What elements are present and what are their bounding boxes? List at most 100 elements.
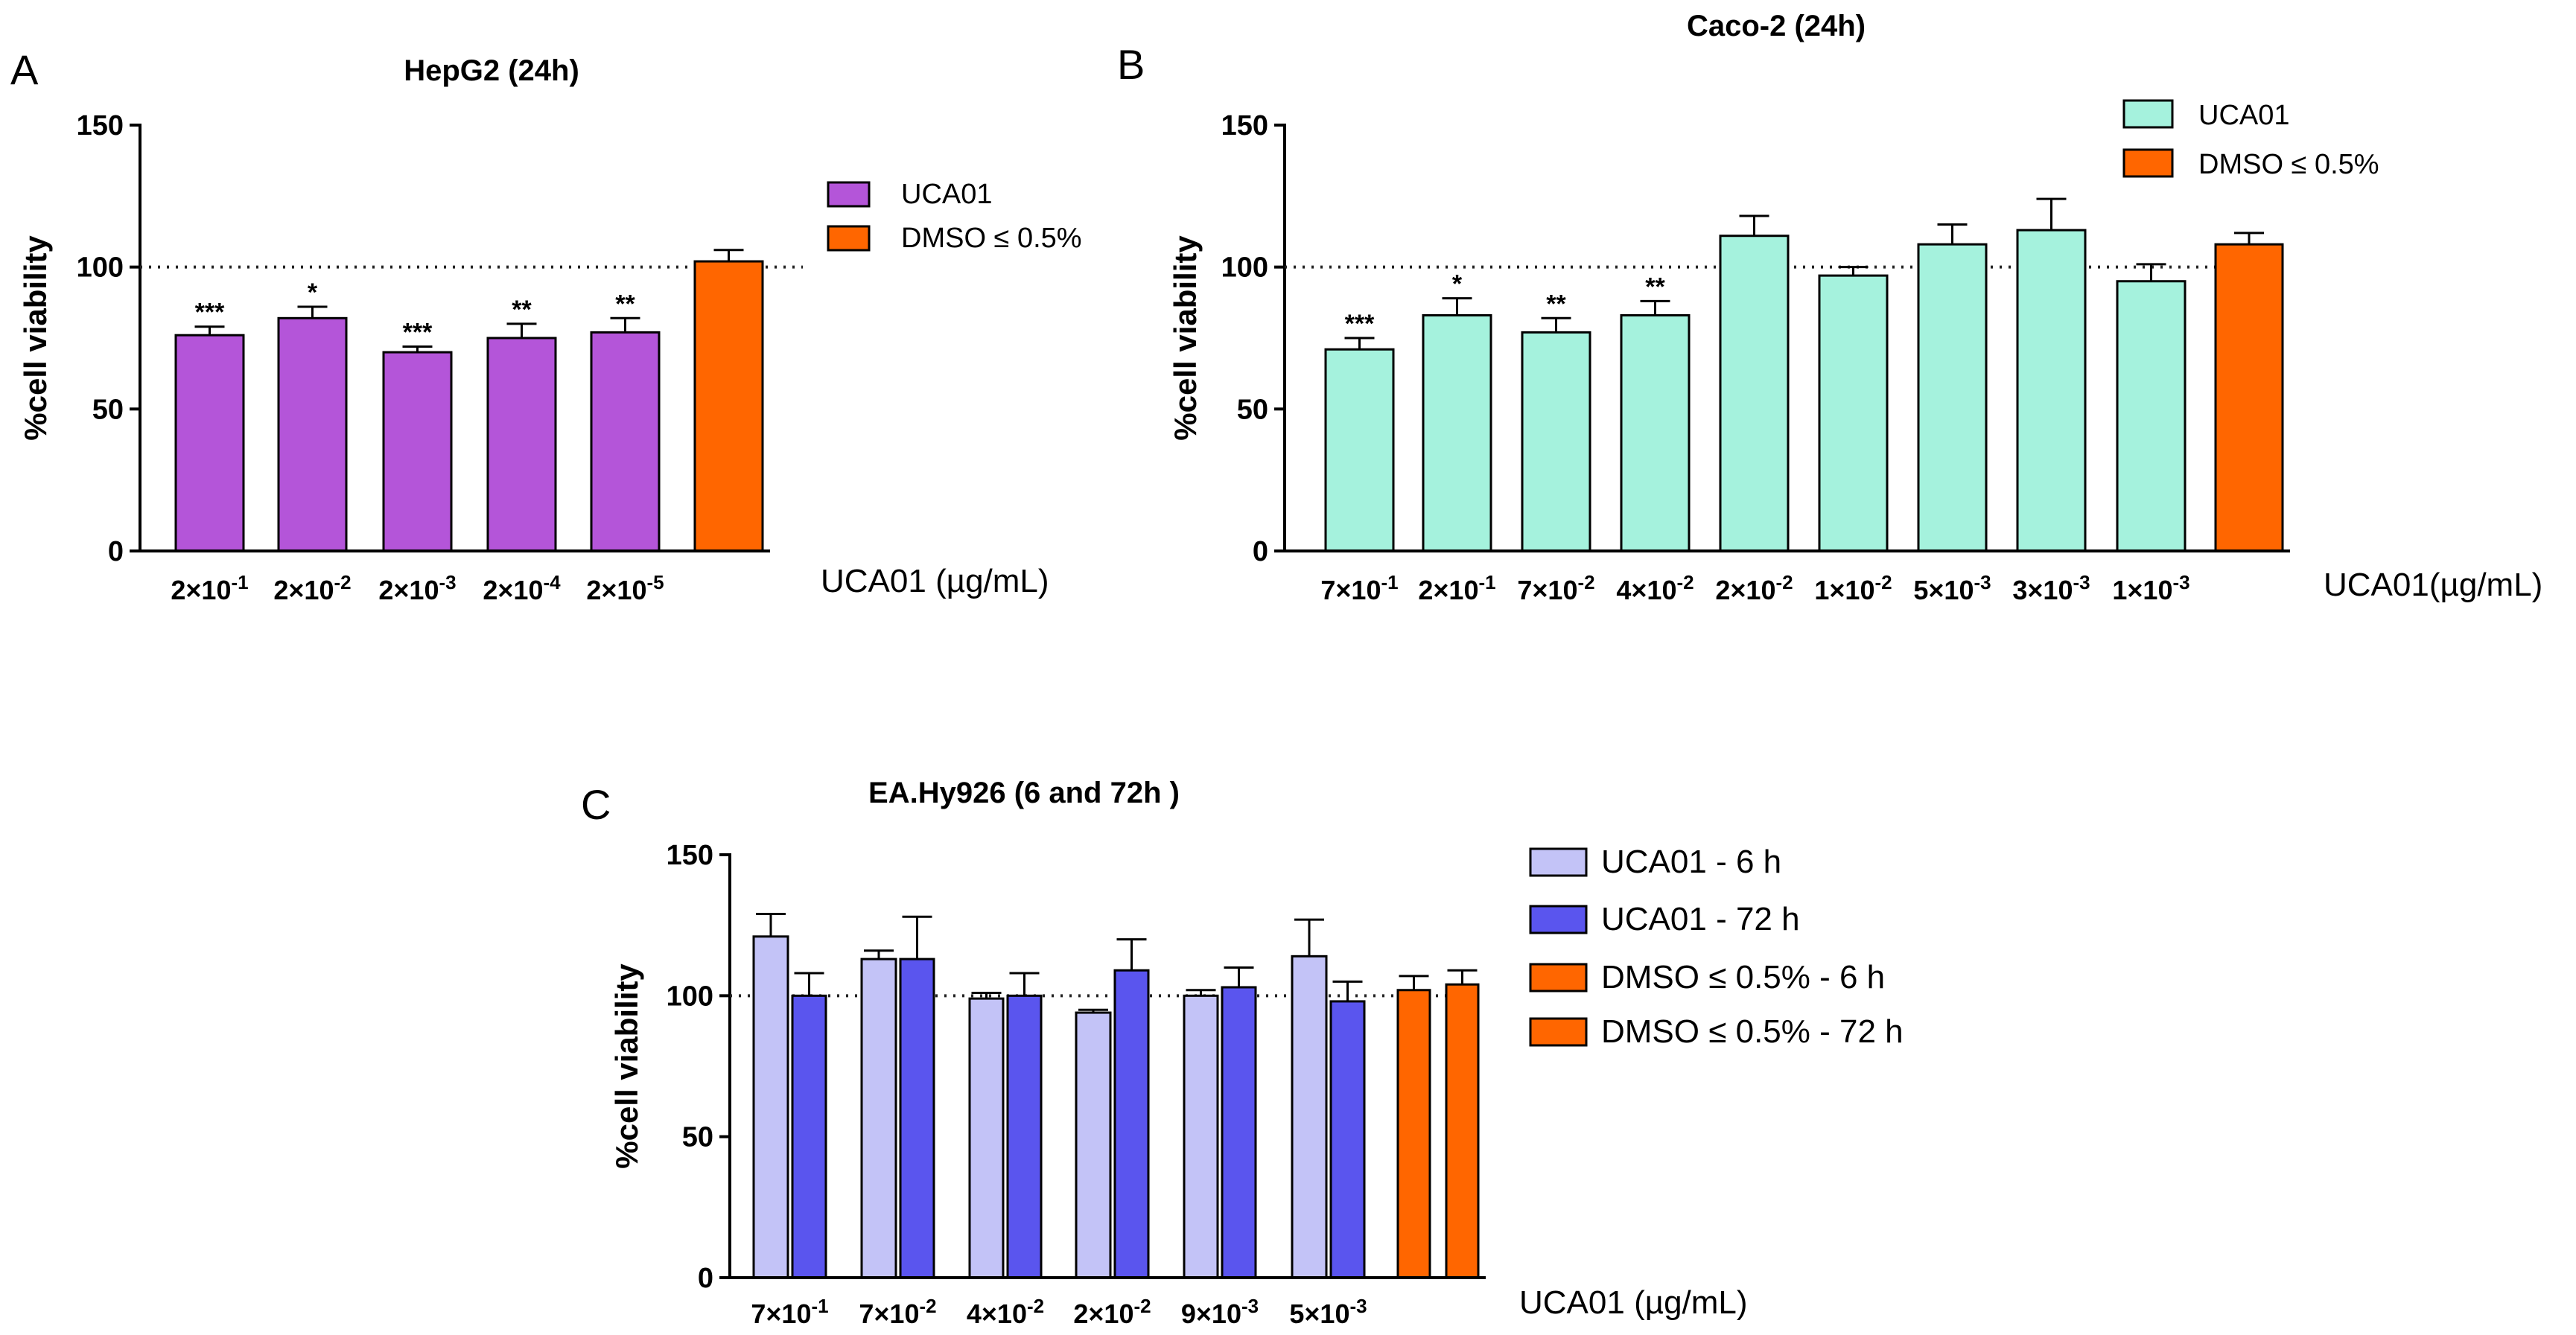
chart-a-y-tick-label: 50	[92, 394, 124, 425]
chart-b-significance-label: *	[1452, 270, 1463, 299]
x-tick-base: 2×10	[1073, 1299, 1133, 1329]
chart-b-bar	[1324, 348, 1395, 552]
chart-a-x-axis-label: UCA01 (µg/mL)	[821, 563, 1049, 599]
chart-c-title: EA.Hy926 (6 and 72h )	[868, 777, 1180, 809]
x-tick-exponent: -5	[646, 571, 664, 593]
chart-c-bar	[968, 997, 1005, 1279]
chart-b-bar	[1620, 313, 1691, 552]
chart-hepg2: HepG2 (24h) %cell viability UCA01 (µg/mL) 0…	[18, 54, 1082, 605]
chart-a-x-tick-label: 2×10-4	[483, 571, 561, 605]
chart-a-bar	[693, 260, 764, 552]
chart-c-legend-label: UCA01 - 6 h	[1601, 844, 1781, 880]
chart-c-bar	[752, 935, 789, 1279]
chart-b-title: Caco-2 (24h)	[1687, 10, 1866, 42]
x-tick-base: 7×10	[1320, 575, 1381, 605]
x-tick-exponent: -1	[1478, 571, 1495, 593]
chart-c-bar	[1113, 969, 1150, 1279]
x-tick-base: 2×10	[171, 575, 231, 605]
x-tick-exponent: -3	[1974, 571, 1991, 593]
chart-a-x-tick-label: 2×10-1	[171, 571, 248, 605]
x-tick-base: 7×10	[859, 1299, 919, 1329]
panel-label-c: C	[581, 781, 611, 828]
chart-b-x-tick-label: 2×10-2	[1715, 571, 1793, 605]
chart-b-x-tick-label: 4×10-2	[1616, 571, 1694, 605]
chart-a-x-tick-label: 2×10-5	[586, 571, 664, 605]
chart-b-bar	[1521, 331, 1591, 552]
x-tick-exponent: -4	[543, 571, 561, 593]
chart-a-title: HepG2 (24h)	[404, 54, 579, 87]
chart-a-significance-label: ***	[403, 318, 433, 346]
chart-eahy926: EA.Hy926 (6 and 72h ) %cell viability UCA0…	[609, 777, 1904, 1329]
chart-b-bar	[1917, 243, 1988, 552]
chart-b-legend-label: UCA01	[2198, 100, 2290, 131]
chart-b-bar	[2116, 280, 2187, 552]
chart-b-bar	[2214, 243, 2284, 552]
x-tick-exponent: -3	[1241, 1295, 1259, 1317]
chart-c-bar	[1445, 983, 1480, 1279]
chart-c-x-tick-label: 7×10-2	[859, 1295, 936, 1329]
x-tick-exponent: -3	[2172, 571, 2189, 593]
chart-a-x-tick-label: 2×10-2	[273, 571, 351, 605]
chart-b-y-tick-label: 100	[1221, 252, 1268, 284]
chart-c-legend-swatch	[1529, 905, 1588, 934]
chart-c-y-tick-label: 50	[682, 1122, 713, 1153]
chart-caco2: Caco-2 (24h) %cell viability UCA01(µg/mL) 0…	[1168, 10, 2542, 605]
chart-c-legend-label: DMSO ≤ 0.5% - 6 h	[1601, 959, 1885, 995]
chart-c-x-axis-label: UCA01 (µg/mL)	[1519, 1284, 1748, 1321]
chart-b-x-tick-label: 3×10-3	[2012, 571, 2090, 605]
chart-c-x-tick-label: 9×10-3	[1181, 1295, 1259, 1329]
x-tick-base: 2×10	[1418, 575, 1478, 605]
chart-a-y-axis-label: %cell viability	[18, 235, 53, 441]
chart-b-legend-label: DMSO ≤ 0.5%	[2198, 149, 2379, 180]
chart-c-y-tick-label: 150	[667, 840, 713, 871]
x-tick-exponent: -1	[1381, 571, 1398, 593]
chart-c-bar	[791, 994, 827, 1279]
chart-a-bar	[174, 334, 245, 552]
chart-c-legend-label: DMSO ≤ 0.5% - 72 h	[1601, 1013, 1904, 1050]
chart-c-y-tick-label: 100	[667, 981, 713, 1012]
chart-c-bar	[1396, 989, 1431, 1279]
chart-a-legend-label: UCA01	[901, 179, 993, 210]
x-tick-exponent: -2	[1775, 571, 1793, 593]
chart-a-bar	[486, 337, 557, 552]
x-tick-exponent: -2	[1133, 1295, 1151, 1317]
x-tick-base: 2×10	[378, 575, 439, 605]
panel-label-a: A	[10, 46, 39, 93]
x-tick-base: 2×10	[586, 575, 646, 605]
chart-b-y-tick-label: 50	[1237, 394, 1268, 425]
x-tick-exponent: -3	[2073, 571, 2090, 593]
chart-b-x-tick-label: 7×10-1	[1320, 571, 1398, 605]
x-tick-base: 4×10	[967, 1299, 1027, 1329]
x-tick-exponent: -2	[1676, 571, 1694, 593]
chart-b-y-axis-label: %cell viability	[1168, 235, 1203, 441]
x-tick-base: 2×10	[273, 575, 334, 605]
chart-c-bar	[1221, 986, 1257, 1279]
chart-b-x-tick-label: 5×10-3	[1913, 571, 1991, 605]
chart-a-significance-label: **	[512, 296, 532, 324]
x-tick-exponent: -3	[1349, 1295, 1367, 1317]
chart-a-bar	[382, 351, 453, 552]
x-tick-base: 1×10	[2112, 575, 2172, 605]
x-tick-base: 3×10	[2012, 575, 2073, 605]
chart-a-legend-label: DMSO ≤ 0.5%	[901, 223, 1082, 254]
chart-b-bar	[1422, 313, 1492, 552]
x-tick-base: 4×10	[1616, 575, 1676, 605]
x-tick-base: 5×10	[1913, 575, 1974, 605]
chart-c-x-tick-label: 4×10-2	[967, 1295, 1044, 1329]
chart-c-legend-swatch	[1529, 847, 1588, 877]
chart-c-bar	[1183, 994, 1219, 1279]
chart-a-significance-label: *	[308, 278, 318, 307]
chart-c-y-tick-label: 0	[698, 1263, 713, 1294]
chart-b-bar	[1818, 274, 1889, 552]
x-tick-exponent: -2	[919, 1295, 936, 1317]
x-tick-base: 2×10	[1715, 575, 1775, 605]
panel-label-b: B	[1117, 41, 1145, 88]
x-tick-exponent: -1	[231, 571, 248, 593]
x-tick-exponent: -2	[1577, 571, 1594, 593]
chart-c-legend-label: UCA01 - 72 h	[1601, 901, 1800, 937]
chart-b-bar	[2016, 229, 2087, 552]
chart-b-significance-label: **	[1645, 273, 1665, 301]
x-tick-exponent: -2	[1874, 571, 1892, 593]
x-tick-base: 2×10	[483, 575, 543, 605]
